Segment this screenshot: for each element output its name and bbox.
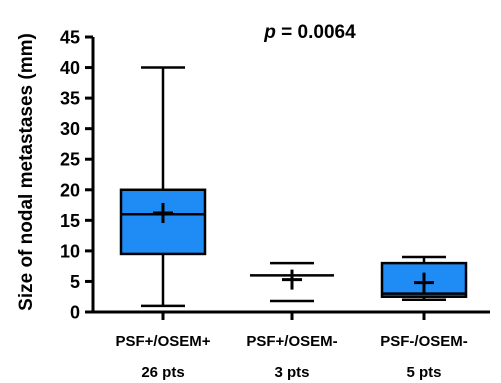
- chart-title: p = 0.0064: [263, 22, 356, 43]
- y-tick-label: 0: [70, 303, 80, 323]
- axes: 0 5 10 15 20 25 30 35 40 45: [60, 28, 490, 323]
- y-axis-label: Size of nodal metastases (mm): [16, 33, 37, 311]
- y-tick-label: 35: [60, 89, 80, 109]
- x-tick-label: PSF-/OSEM-: [380, 333, 468, 350]
- y-tick-label: 10: [60, 241, 80, 261]
- x-tick-labels: PSF+/OSEM+ 26 pts PSF+/OSEM- 3 pts PSF-/OSEM…: [115, 333, 467, 381]
- x-tick-label: PSF+/OSEM-: [246, 333, 337, 350]
- x-count-label: 3 pts: [274, 364, 309, 381]
- boxes: [119, 66, 468, 308]
- x-count-label: 5 pts: [406, 364, 441, 381]
- y-tick-label: 30: [60, 119, 80, 139]
- y-tick-label: 40: [60, 58, 80, 78]
- y-tick-label: 15: [60, 211, 80, 231]
- x-count-label: 26 pts: [141, 364, 184, 381]
- y-tick-label: 20: [60, 180, 80, 200]
- box-group: [380, 255, 468, 302]
- y-tick-label: 45: [60, 28, 80, 48]
- box-group: [119, 66, 207, 308]
- x-tick-label: PSF+/OSEM+: [115, 333, 210, 350]
- box-group: [250, 261, 334, 303]
- y-tick-label: 25: [60, 150, 80, 170]
- y-tick-label: 5: [70, 272, 80, 292]
